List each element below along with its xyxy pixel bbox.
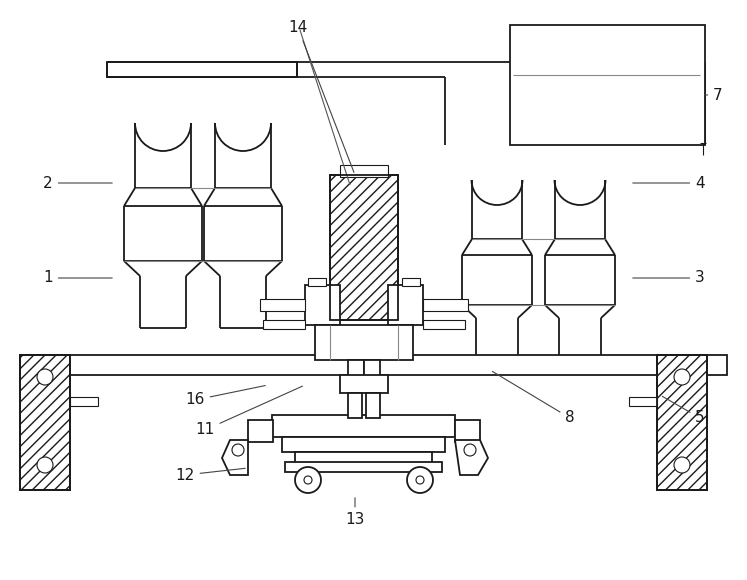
Bar bbox=[20, 355, 70, 490]
Text: 12: 12 bbox=[176, 467, 245, 483]
Bar bbox=[330, 175, 398, 320]
Text: 1: 1 bbox=[43, 270, 112, 285]
Bar bbox=[510, 25, 705, 145]
Polygon shape bbox=[222, 440, 248, 475]
Bar bbox=[305, 285, 340, 325]
Bar bbox=[657, 355, 707, 490]
Bar bbox=[285, 462, 442, 472]
Text: 5: 5 bbox=[663, 396, 705, 426]
Bar bbox=[348, 360, 364, 380]
Bar bbox=[330, 175, 398, 320]
Bar bbox=[340, 375, 388, 393]
Circle shape bbox=[232, 444, 244, 456]
Circle shape bbox=[304, 476, 312, 484]
Bar bbox=[340, 165, 388, 177]
Circle shape bbox=[674, 369, 690, 385]
Bar bbox=[366, 393, 380, 418]
Text: 4: 4 bbox=[633, 176, 705, 190]
Text: 16: 16 bbox=[185, 386, 265, 408]
Circle shape bbox=[37, 369, 53, 385]
Bar bbox=[260, 299, 305, 311]
Bar bbox=[388, 285, 423, 325]
Bar bbox=[657, 355, 707, 490]
Bar bbox=[423, 320, 465, 329]
Bar bbox=[402, 278, 420, 286]
Bar bbox=[20, 355, 727, 375]
Text: 2: 2 bbox=[43, 176, 112, 190]
Text: 3: 3 bbox=[633, 270, 705, 285]
Bar bbox=[455, 420, 480, 442]
Text: 11: 11 bbox=[196, 386, 303, 437]
Circle shape bbox=[295, 467, 321, 493]
Bar bbox=[248, 420, 273, 442]
Bar bbox=[295, 452, 432, 464]
Bar bbox=[20, 355, 70, 490]
Bar bbox=[263, 320, 305, 329]
Bar bbox=[70, 397, 98, 406]
Polygon shape bbox=[455, 440, 488, 475]
Circle shape bbox=[416, 476, 424, 484]
Text: 8: 8 bbox=[492, 371, 574, 426]
Bar bbox=[423, 299, 468, 311]
Bar bbox=[629, 397, 657, 406]
Bar bbox=[272, 415, 455, 437]
Bar bbox=[282, 437, 445, 452]
Bar bbox=[315, 325, 413, 360]
Bar bbox=[308, 278, 326, 286]
Circle shape bbox=[674, 457, 690, 473]
Circle shape bbox=[464, 444, 476, 456]
Circle shape bbox=[37, 457, 53, 473]
Text: 14: 14 bbox=[288, 20, 354, 172]
Text: 13: 13 bbox=[345, 498, 365, 527]
Bar bbox=[364, 360, 380, 380]
Circle shape bbox=[407, 467, 433, 493]
Text: 7: 7 bbox=[705, 88, 723, 103]
Bar bbox=[348, 393, 362, 418]
Bar bbox=[107, 62, 297, 77]
